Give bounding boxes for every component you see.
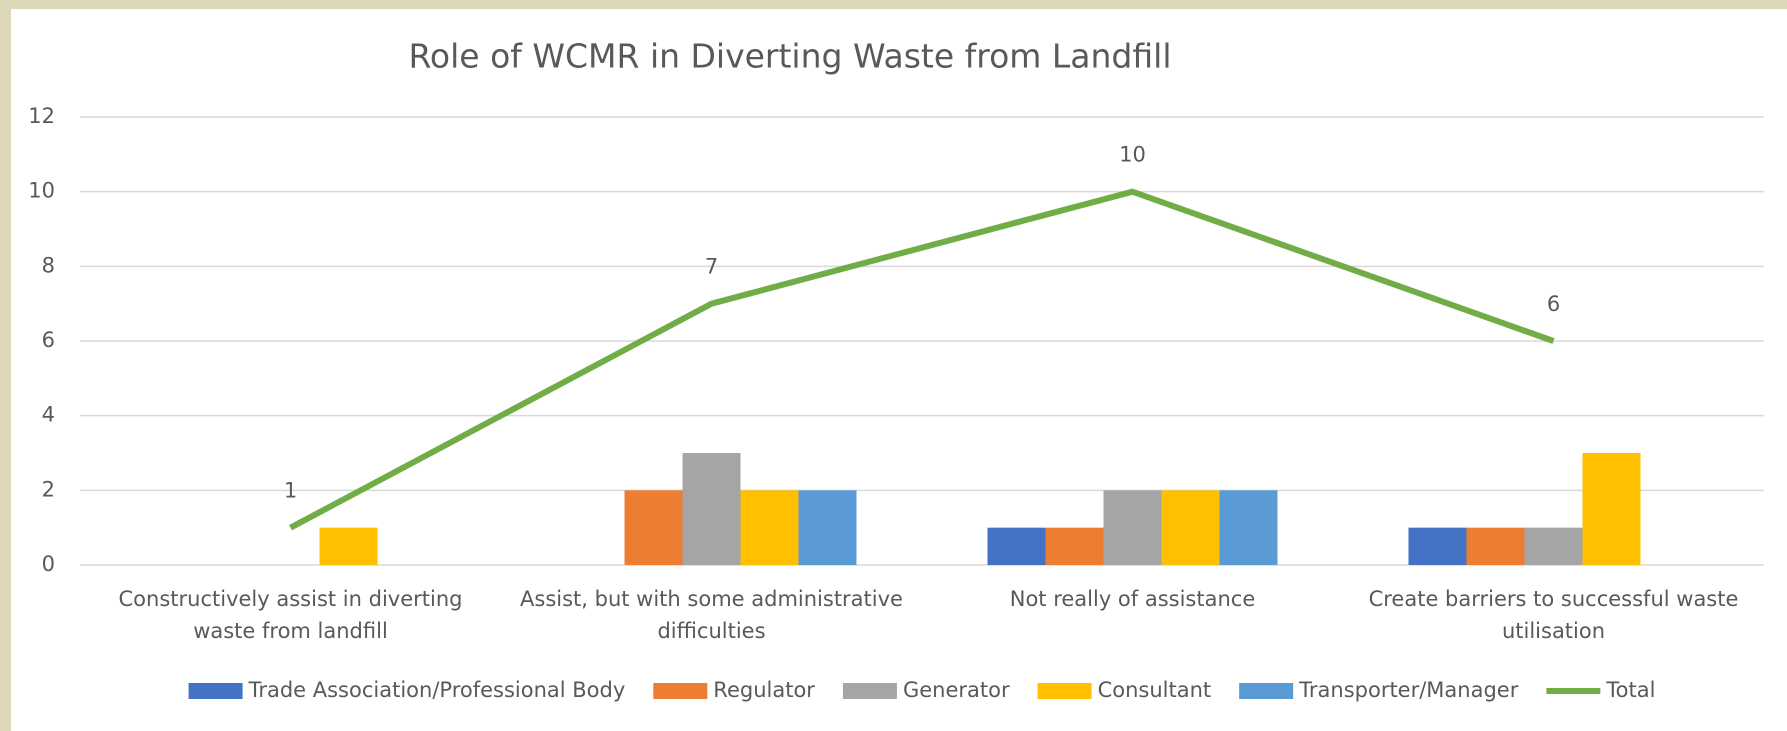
bar [1103,490,1162,565]
x-tick-label: Create barriers to successful waste util… [1368,587,1739,643]
y-tick-label: 8 [42,253,55,277]
legend-label: Consultant [1098,678,1212,702]
bar [798,490,857,565]
legend-label: Total [1605,678,1655,702]
legend-label: Transporter/Manager [1298,678,1519,702]
y-tick-label: 12 [28,104,55,128]
bar [624,490,683,565]
bar [682,453,741,565]
legend-swatch [1239,683,1294,699]
y-tick-label: 0 [42,552,55,576]
bar [1045,527,1104,565]
bar [987,527,1046,565]
legend-swatch [188,683,243,699]
legend-swatch [1037,683,1092,699]
bar [1466,527,1525,565]
legend-label: Trade Association/Professional Body [248,678,626,702]
x-tick-label: Assist, but with some administrative dif… [520,587,903,643]
chart-title: Role of WCMR in Diverting Waste from Lan… [408,37,1171,76]
bar [740,490,799,565]
bar [1524,527,1583,565]
chart-panel [11,9,1787,731]
bar [1408,527,1467,565]
x-tick-label: Constructively assist in diverting waste… [118,587,463,643]
legend-label: Regulator [713,678,815,702]
data-label: 6 [1547,292,1560,316]
bar [1161,490,1220,565]
y-tick-label: 6 [42,328,55,352]
bar [1219,490,1278,565]
bar [319,527,378,565]
data-label: 1 [284,479,297,503]
line [289,188,1555,531]
legend-label: Generator [903,678,1010,702]
legend-swatch [653,683,708,699]
legend-swatch [842,683,897,699]
y-tick-label: 4 [42,403,55,427]
data-label: 10 [1119,143,1146,167]
y-tick-label: 10 [28,179,55,203]
data-label: 7 [705,255,718,279]
x-tick-label: Not really of assistance [1009,587,1256,611]
y-tick-label: 2 [42,477,55,501]
bar [1582,453,1641,565]
